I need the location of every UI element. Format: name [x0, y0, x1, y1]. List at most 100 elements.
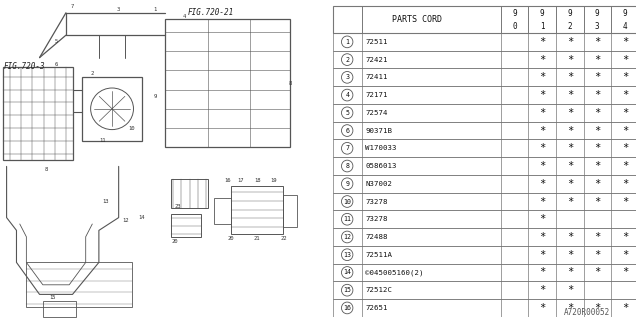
- Bar: [231, 186, 284, 234]
- Text: 9: 9: [154, 93, 157, 99]
- Text: 3: 3: [345, 74, 349, 80]
- Text: *: *: [566, 72, 573, 82]
- Text: 90371B: 90371B: [365, 128, 392, 133]
- Text: *: *: [539, 179, 545, 189]
- Text: *: *: [539, 55, 545, 65]
- Text: 10: 10: [129, 125, 135, 131]
- Text: *: *: [539, 250, 545, 260]
- Text: *: *: [594, 108, 600, 118]
- Text: *: *: [621, 55, 628, 65]
- Text: *: *: [621, 250, 628, 260]
- Text: *: *: [539, 108, 545, 118]
- Text: *: *: [566, 55, 573, 65]
- Text: *: *: [594, 37, 600, 47]
- Text: 13: 13: [343, 252, 351, 258]
- Bar: [333, 299, 639, 317]
- Text: 8: 8: [289, 81, 292, 86]
- Text: 18: 18: [254, 179, 260, 183]
- Text: 2: 2: [91, 71, 94, 76]
- Text: *: *: [594, 303, 600, 313]
- Text: 1: 1: [154, 7, 157, 12]
- Text: 21: 21: [254, 236, 260, 241]
- Text: 72651: 72651: [365, 305, 388, 311]
- Bar: [172, 214, 201, 237]
- Text: 72488: 72488: [365, 234, 388, 240]
- Text: *: *: [621, 161, 628, 171]
- Text: 72511A: 72511A: [365, 252, 392, 258]
- Text: *: *: [594, 179, 600, 189]
- Text: *: *: [539, 285, 545, 295]
- Text: *: *: [539, 303, 545, 313]
- Text: FIG.720-21: FIG.720-21: [188, 8, 234, 17]
- Text: *: *: [566, 90, 573, 100]
- Text: 22: 22: [280, 236, 287, 241]
- Text: 9: 9: [623, 9, 627, 18]
- Text: 12: 12: [122, 218, 129, 223]
- Text: 72411: 72411: [365, 74, 388, 80]
- Bar: [333, 228, 639, 246]
- Text: *: *: [566, 285, 573, 295]
- Bar: [333, 51, 639, 68]
- Text: 9: 9: [513, 9, 517, 18]
- Bar: [333, 33, 639, 51]
- Text: *: *: [566, 303, 573, 313]
- Text: 7: 7: [71, 4, 74, 9]
- Text: A720R00052: A720R00052: [563, 308, 610, 317]
- Text: *: *: [566, 232, 573, 242]
- Text: 5: 5: [345, 110, 349, 116]
- Text: 9: 9: [595, 9, 600, 18]
- Text: *: *: [621, 72, 628, 82]
- Text: W170033: W170033: [365, 145, 397, 151]
- Text: 8: 8: [345, 163, 349, 169]
- Text: 0: 0: [513, 22, 517, 31]
- Text: *: *: [539, 125, 545, 136]
- Bar: [333, 193, 639, 210]
- Text: FIG.720-3: FIG.720-3: [3, 62, 45, 71]
- Text: 72512C: 72512C: [365, 287, 392, 293]
- Text: *: *: [594, 55, 600, 65]
- Text: *: *: [621, 232, 628, 242]
- Text: *: *: [539, 143, 545, 153]
- Text: 7: 7: [345, 145, 349, 151]
- Text: *: *: [621, 143, 628, 153]
- Text: 4: 4: [183, 13, 186, 19]
- Bar: [333, 157, 639, 175]
- Text: *: *: [621, 196, 628, 206]
- Text: *: *: [539, 37, 545, 47]
- Bar: [333, 140, 639, 157]
- Text: 6: 6: [54, 61, 58, 67]
- Bar: [333, 246, 639, 264]
- Text: 1: 1: [345, 39, 349, 45]
- Bar: [172, 179, 207, 208]
- Text: *: *: [621, 303, 628, 313]
- Text: *: *: [566, 161, 573, 171]
- Text: *: *: [539, 90, 545, 100]
- Text: 1: 1: [540, 22, 545, 31]
- Text: 6: 6: [345, 128, 349, 133]
- Text: *: *: [566, 37, 573, 47]
- Text: *: *: [566, 108, 573, 118]
- Text: 2: 2: [568, 22, 572, 31]
- Text: *: *: [594, 196, 600, 206]
- Text: 8: 8: [45, 167, 48, 172]
- Bar: [26, 262, 132, 307]
- Text: *: *: [539, 268, 545, 277]
- Bar: [333, 175, 639, 193]
- Text: *: *: [594, 90, 600, 100]
- Text: 14: 14: [138, 215, 145, 220]
- Text: 16: 16: [224, 179, 230, 183]
- Text: 13: 13: [102, 199, 109, 204]
- Text: *: *: [566, 196, 573, 206]
- Text: 9: 9: [540, 9, 545, 18]
- Bar: [214, 198, 231, 224]
- Text: *: *: [594, 143, 600, 153]
- Bar: [333, 6, 639, 33]
- Bar: [165, 19, 290, 147]
- Text: *: *: [539, 161, 545, 171]
- Text: 4: 4: [345, 92, 349, 98]
- Text: *: *: [594, 250, 600, 260]
- Text: *: *: [621, 179, 628, 189]
- Text: *: *: [539, 214, 545, 224]
- Text: 73278: 73278: [365, 198, 388, 204]
- Text: 17: 17: [237, 179, 244, 183]
